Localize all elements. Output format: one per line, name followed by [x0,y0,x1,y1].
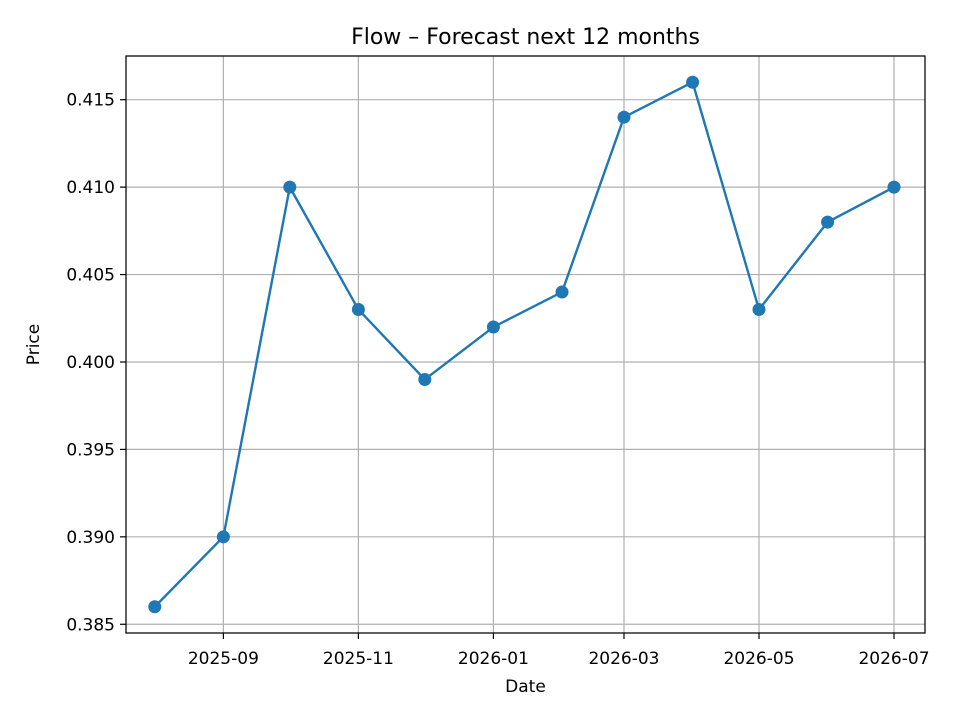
x-tick-label: 2025-11 [323,649,394,669]
y-axis-label: Price [24,324,44,365]
y-tick-label: 0.400 [66,353,115,373]
data-point [216,530,230,544]
x-tick-label: 2026-07 [858,649,929,669]
ticks: 2025-09 2025-11 2026-01 2026-03 2026-05 2026-… [66,91,929,669]
data-point [148,600,162,614]
data-point [486,320,500,334]
x-tick-label: 2026-01 [458,649,529,669]
x-tick-label: 2026-05 [723,649,794,669]
data-point [555,285,569,299]
x-axis-label: Date [505,677,546,697]
plot-frame [125,55,926,634]
series-layer [148,75,901,614]
data-point [418,372,432,386]
data-point [686,75,700,89]
y-tick-label: 0.395 [66,440,115,460]
data-point [887,180,901,194]
y-tick-label: 0.405 [66,266,115,286]
y-tick-label: 0.410 [66,178,115,198]
data-point [283,180,297,194]
series-line [153,81,895,608]
data-point [617,110,631,124]
y-tick-label: 0.385 [66,615,115,635]
grid [126,56,925,633]
data-point [821,215,835,229]
x-tick-label: 2026-03 [588,649,659,669]
data-point [752,303,766,317]
chart-title: Flow – Forecast next 12 months [351,25,700,50]
y-tick-label: 0.390 [66,528,115,548]
y-tick-label: 0.415 [66,91,115,111]
data-point [351,303,365,317]
x-tick-label: 2025-09 [188,649,259,669]
